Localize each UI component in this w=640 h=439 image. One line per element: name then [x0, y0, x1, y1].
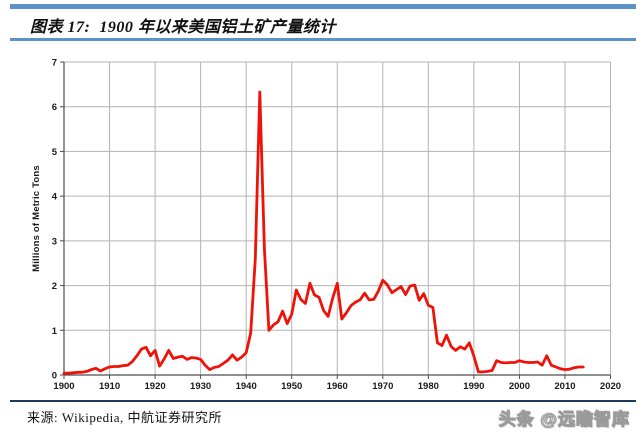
top-accent-bar [10, 4, 636, 9]
svg-text:5: 5 [52, 147, 58, 158]
svg-text:2020: 2020 [600, 381, 621, 392]
svg-text:7: 7 [52, 58, 57, 69]
svg-text:1: 1 [52, 326, 58, 337]
svg-text:1970: 1970 [372, 381, 393, 392]
figure-title: 图表 17: 1900 年以来美国铝土矿产量统计 [30, 19, 336, 36]
svg-text:3: 3 [52, 236, 57, 247]
footer-divider [10, 400, 636, 402]
svg-text:1940: 1940 [236, 381, 257, 392]
svg-text:1990: 1990 [463, 381, 484, 392]
svg-text:2000: 2000 [509, 381, 530, 392]
svg-text:1920: 1920 [145, 381, 166, 392]
title-underline [10, 38, 636, 41]
svg-text:4: 4 [52, 192, 58, 203]
svg-text:2010: 2010 [554, 381, 575, 392]
watermark-text: 头条 @远瞻智库 [498, 410, 630, 430]
svg-text:2: 2 [52, 281, 57, 292]
chart-area: 1900 1910 1920 1930 1940 1950 1960 1970 1980 1990… [0, 45, 640, 395]
source-note: 来源: Wikipedia, 中航证券研究所 [27, 410, 222, 425]
svg-text:1910: 1910 [99, 381, 120, 392]
svg-text:1930: 1930 [190, 381, 211, 392]
svg-text:1900: 1900 [53, 381, 74, 392]
svg-text:6: 6 [52, 102, 57, 113]
svg-text:Millions of Metric Tons: Millions of Metric Tons [31, 165, 42, 272]
svg-text:1960: 1960 [327, 381, 348, 392]
svg-text:1950: 1950 [281, 381, 302, 392]
svg-text:1980: 1980 [418, 381, 439, 392]
svg-text:0: 0 [52, 371, 57, 382]
bauxite-production-line-chart: 1900 1910 1920 1930 1940 1950 1960 1970 1980 1990… [31, 58, 621, 393]
